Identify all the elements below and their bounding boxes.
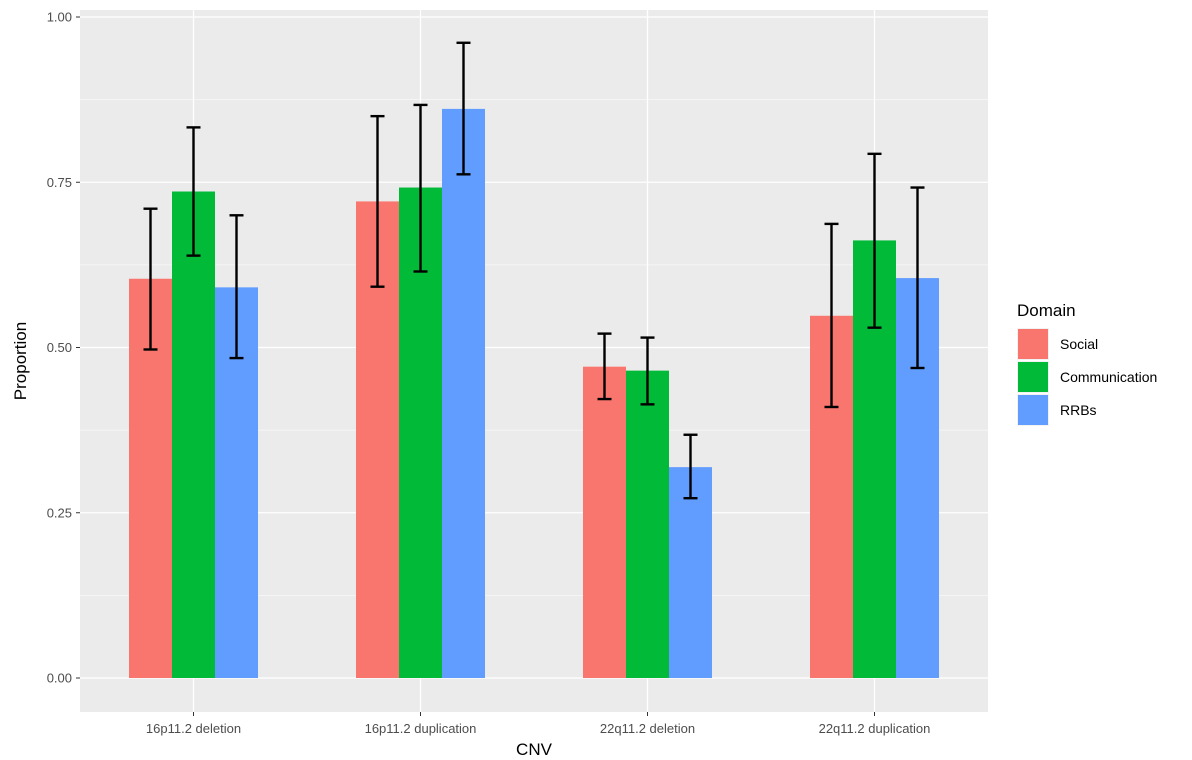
legend-label-communication: Communication <box>1060 369 1157 385</box>
legend-label-rrbs: RRBs <box>1060 402 1097 418</box>
bars-layer <box>129 108 939 678</box>
x-tick-label: 16p11.2 duplication <box>365 721 477 736</box>
error-bars-layer <box>143 41 925 500</box>
x-tick-label: 22q11.2 deletion <box>600 721 695 736</box>
y-tick-label: 0.00 <box>47 671 72 686</box>
y-tick-label: 1.00 <box>47 10 72 25</box>
bar-social-2 <box>583 366 626 678</box>
x-axis-title: CNV <box>516 740 553 759</box>
bar-rrbs-1 <box>442 108 485 678</box>
y-tick-label: 0.75 <box>47 175 72 190</box>
bar-communication-0 <box>172 191 215 678</box>
x-tick-label: 16p11.2 deletion <box>146 721 241 736</box>
legend-swatch-rrbs <box>1018 395 1048 425</box>
y-tick-label: 0.25 <box>47 505 72 520</box>
y-axis: 0.00 0.25 0.50 0.75 1.00 <box>47 10 80 686</box>
x-tick-label: 22q11.2 duplication <box>819 721 931 736</box>
y-tick-label: 0.50 <box>47 340 72 355</box>
legend-swatch-communication <box>1018 362 1048 392</box>
x-axis: 16p11.2 deletion 16p11.2 duplication 22q11… <box>146 712 930 736</box>
y-axis-title: Proportion <box>11 322 30 400</box>
bar-rrbs-2 <box>669 467 712 678</box>
legend-title: Domain <box>1017 301 1076 320</box>
bar-communication-2 <box>626 370 669 678</box>
legend-swatch-social <box>1018 329 1048 359</box>
legend-label-social: Social <box>1060 336 1098 352</box>
legend: Domain Social Communication RRBs <box>1017 301 1157 426</box>
